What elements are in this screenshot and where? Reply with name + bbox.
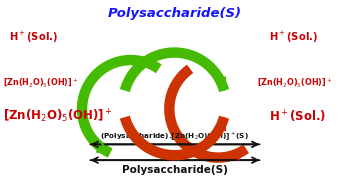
Text: H$^+$(Sol.): H$^+$(Sol.) — [269, 108, 327, 125]
Text: Polysaccharide(S): Polysaccharide(S) — [121, 165, 227, 175]
Text: H$^+$(Sol.): H$^+$(Sol.) — [8, 30, 58, 45]
Text: [Zn(H$_2$O)$_5$(OH)]$^+$: [Zn(H$_2$O)$_5$(OH)]$^+$ — [3, 76, 78, 88]
Text: [Zn(H$_2$O)$_5$(OH)]$^+$: [Zn(H$_2$O)$_5$(OH)]$^+$ — [257, 76, 333, 88]
Text: (Polysaccharide).[Zn(H$_2$O)(OH)]$^+$(S): (Polysaccharide).[Zn(H$_2$O)(OH)]$^+$(S) — [100, 130, 249, 143]
Text: [Zn(H$_2$O)$_5$(OH)]$^+$: [Zn(H$_2$O)$_5$(OH)]$^+$ — [3, 108, 113, 125]
Text: H$^+$(Sol.): H$^+$(Sol.) — [269, 30, 318, 45]
Text: Polysaccharide(S): Polysaccharide(S) — [107, 7, 241, 20]
